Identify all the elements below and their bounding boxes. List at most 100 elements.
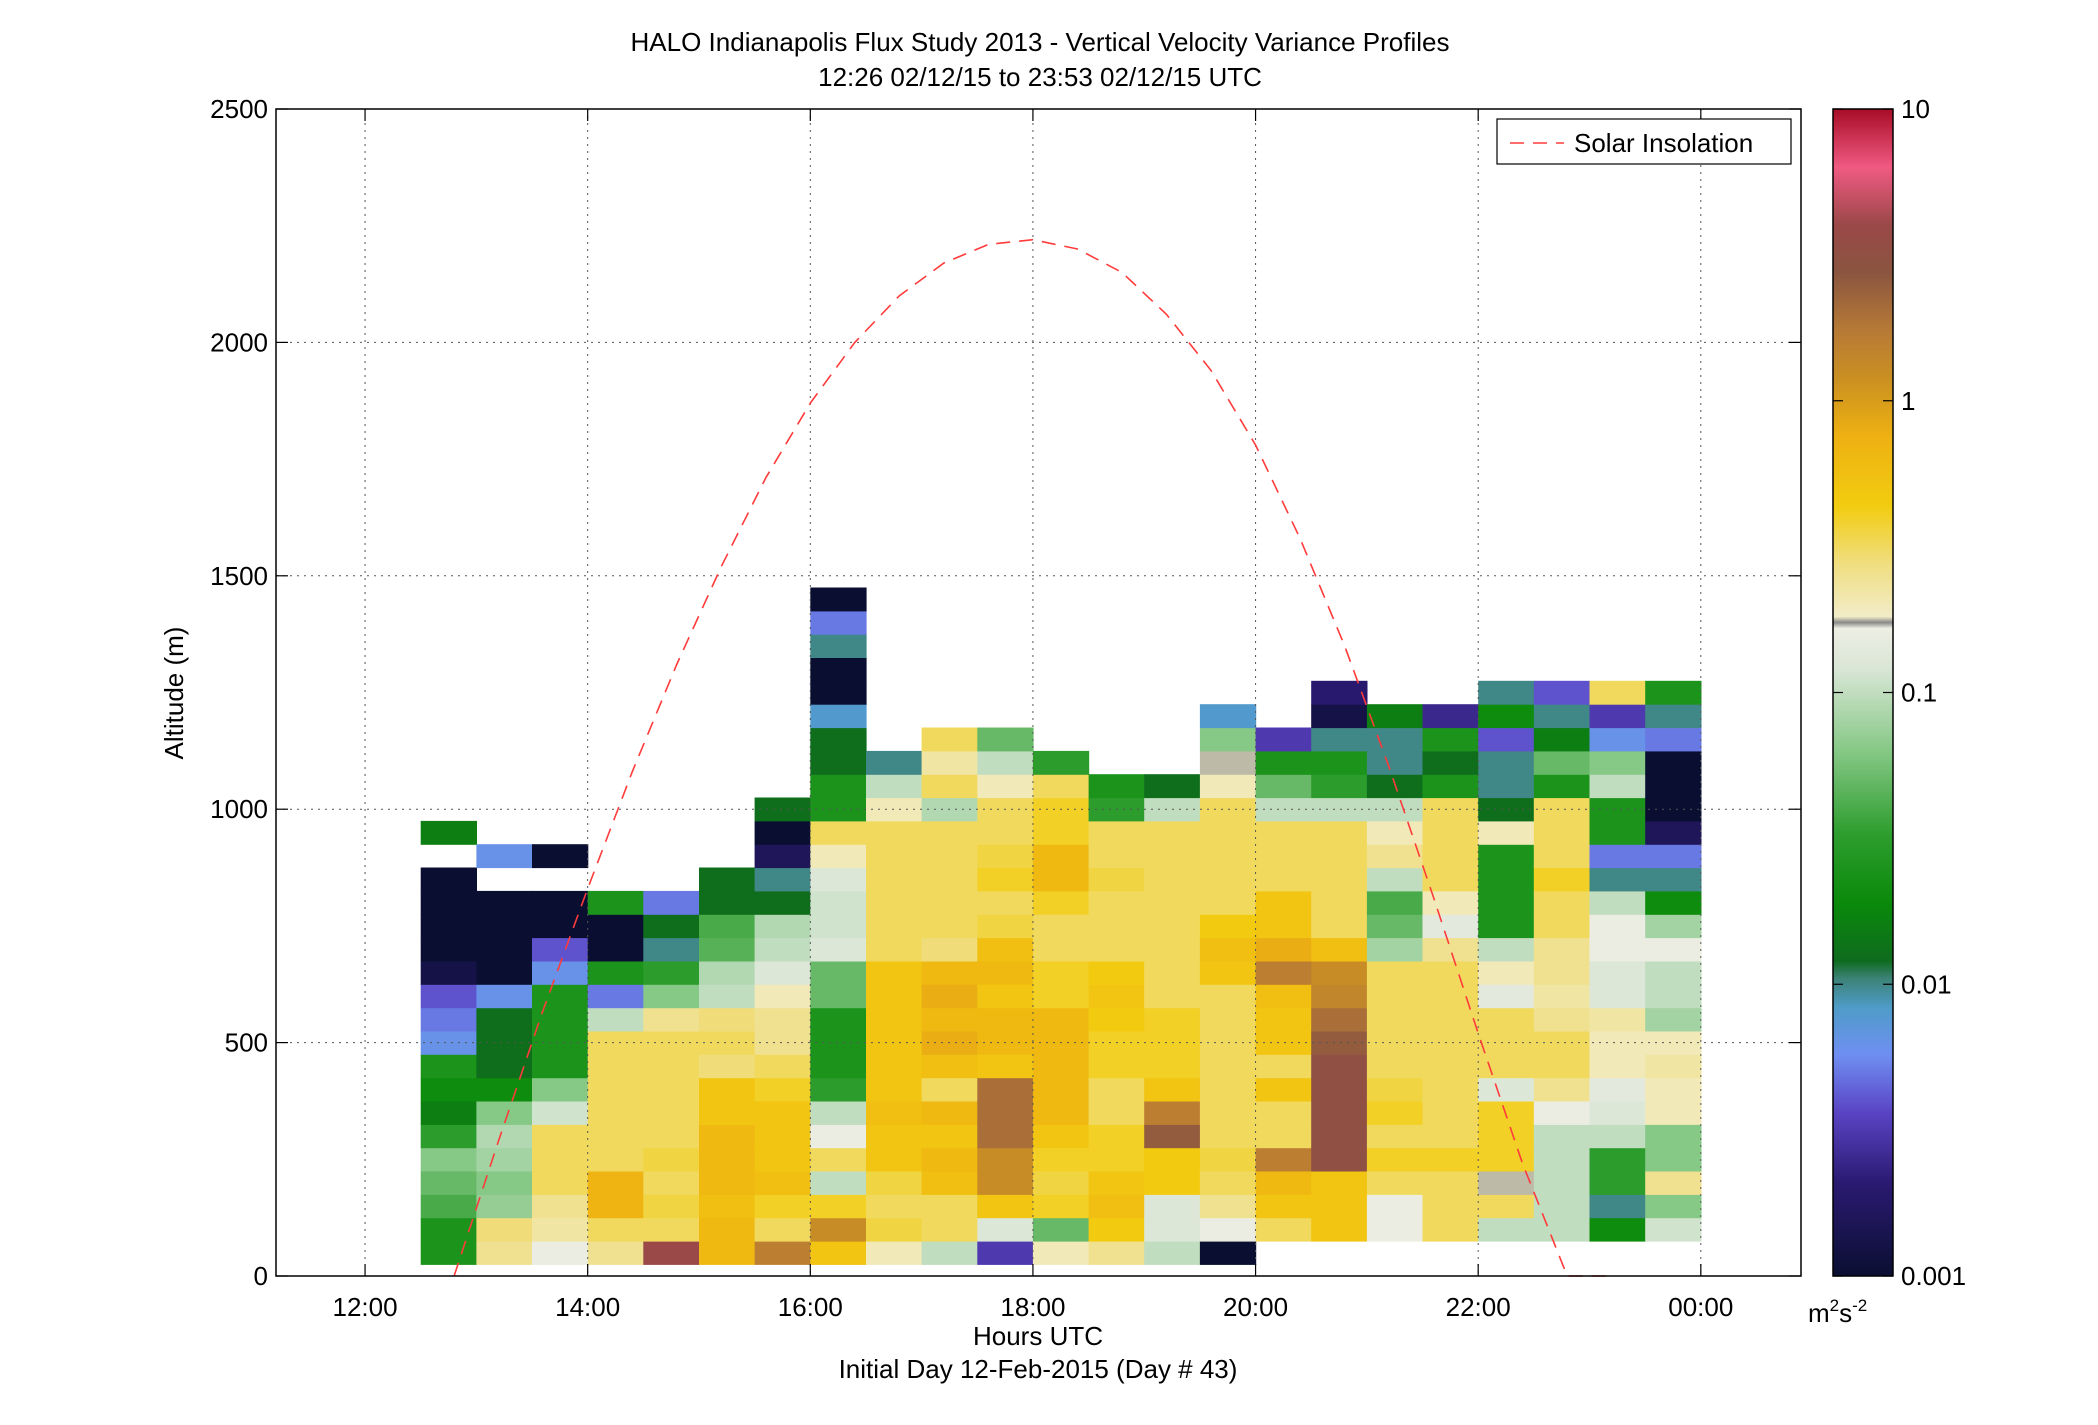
heatmap-cell: [1478, 1171, 1535, 1195]
heatmap-cell: [1645, 1030, 1702, 1055]
heatmap-cell: [754, 1217, 811, 1242]
heatmap-cell: [1422, 960, 1479, 985]
heatmap-cell: [1366, 1147, 1424, 1172]
heatmap-cell: [1144, 1077, 1201, 1102]
heatmap-cell: [1589, 984, 1646, 1009]
heatmap-cell: [1311, 774, 1368, 799]
heatmap-cell: [1478, 914, 1535, 939]
heatmap-cell: [1199, 914, 1257, 939]
heatmap-cell: [1589, 750, 1646, 775]
heatmap-cell: [1311, 797, 1368, 822]
heatmap-cell: [1533, 1007, 1591, 1032]
heatmap-cell: [1199, 1171, 1257, 1195]
y-tick-label: 2500: [210, 94, 268, 124]
heatmap-cell: [921, 820, 978, 845]
heatmap-cell: [1199, 727, 1257, 752]
heatmap-cell: [921, 1007, 978, 1032]
heatmap-cell: [1478, 1124, 1535, 1149]
heatmap-cell: [1533, 820, 1591, 845]
heatmap-cell: [420, 1241, 477, 1265]
x-tick-label: 00:00: [1668, 1292, 1733, 1322]
heatmap-cell: [532, 1194, 589, 1219]
heatmap-cell: [532, 890, 589, 915]
heatmap-cell: [1144, 1007, 1201, 1032]
heatmap-cell: [1645, 1194, 1702, 1219]
heatmap-cell: [810, 1077, 867, 1102]
heatmap-cell: [1255, 1194, 1312, 1219]
heatmap-cell: [921, 937, 978, 962]
heatmap-cell: [1533, 774, 1591, 799]
heatmap-cell: [1589, 1194, 1646, 1219]
heatmap-cell: [420, 1124, 477, 1149]
y-tick-label: 1500: [210, 561, 268, 591]
heatmap-cell: [1088, 820, 1145, 845]
legend: Solar Insolation: [1496, 118, 1792, 165]
heatmap-cell: [1144, 820, 1201, 845]
heatmap-cell: [1311, 680, 1368, 705]
heatmap-cell: [1589, 797, 1646, 822]
heatmap-cell: [1255, 1077, 1312, 1102]
x-tick-label: 20:00: [1223, 1292, 1288, 1322]
heatmap-cell: [977, 984, 1034, 1009]
heatmap-cell: [1088, 960, 1145, 985]
heatmap-cell: [587, 1217, 644, 1242]
y-axis-label: Altitude (m): [159, 627, 189, 760]
heatmap-cell: [754, 984, 811, 1009]
heatmap-cell: [532, 1147, 589, 1172]
heatmap-cell: [754, 867, 811, 892]
heatmap-cell: [1032, 1054, 1090, 1079]
heatmap-cell: [1255, 1147, 1312, 1172]
heatmap-cell: [643, 1147, 700, 1172]
heatmap-cell: [1366, 867, 1424, 892]
heatmap-cell: [1645, 1217, 1702, 1242]
heatmap-cell: [1088, 1171, 1145, 1195]
heatmap-cell: [587, 1077, 644, 1102]
heatmap-cell: [1422, 1054, 1479, 1079]
heatmap-cell: [1144, 1241, 1201, 1265]
heatmap-cell: [476, 1194, 533, 1219]
heatmap-cell: [1032, 890, 1090, 915]
heatmap-cell: [699, 937, 756, 962]
heatmap-cell: [1199, 890, 1257, 915]
heatmap-cell: [866, 867, 923, 892]
heatmap-cell: [1199, 1194, 1257, 1219]
heatmap-cell: [1422, 1030, 1479, 1055]
heatmap-cell: [420, 867, 477, 892]
heatmap-cell: [1422, 937, 1479, 962]
heatmap-cell: [532, 1124, 589, 1149]
heatmap-cell: [420, 1171, 477, 1195]
heatmap-cell: [420, 1054, 477, 1079]
heatmap-cell: [1478, 1101, 1535, 1125]
heatmap-cell: [1199, 1077, 1257, 1102]
heatmap-cell: [921, 867, 978, 892]
heatmap-cell: [1144, 844, 1201, 869]
y-tick-label: 0: [254, 1261, 268, 1291]
heatmap-cell: [1032, 774, 1090, 799]
heatmap-cell: [643, 1101, 700, 1125]
heatmap-cell: [1199, 1101, 1257, 1125]
heatmap-cell: [1311, 750, 1368, 775]
heatmap-cell: [1589, 1054, 1646, 1079]
heatmap-cell: [1088, 984, 1145, 1009]
heatmap-cell: [1366, 1124, 1424, 1149]
heatmap-cell: [1032, 1217, 1090, 1242]
heatmap-cell: [754, 1241, 811, 1265]
heatmap-cell: [1032, 984, 1090, 1009]
heatmap-cell: [1255, 1030, 1312, 1055]
heatmap-cell: [1533, 1054, 1591, 1079]
heatmap-cell: [1589, 844, 1646, 869]
heatmap-cell: [1589, 867, 1646, 892]
heatmap-cell: [921, 1171, 978, 1195]
heatmap-cell: [1255, 1101, 1312, 1125]
heatmap-cell: [1088, 1124, 1145, 1149]
heatmap-cell: [754, 1007, 811, 1032]
heatmap-cell: [1422, 867, 1479, 892]
heatmap-cell: [1533, 704, 1591, 729]
heatmap-cell: [587, 1124, 644, 1149]
heatmap-cell: [1032, 914, 1090, 939]
heatmap-cell: [810, 680, 867, 705]
heatmap-cell: [587, 1194, 644, 1219]
heatmap-cell: [1255, 774, 1312, 799]
heatmap-cell: [866, 1101, 923, 1125]
heatmap-cell: [1088, 914, 1145, 939]
